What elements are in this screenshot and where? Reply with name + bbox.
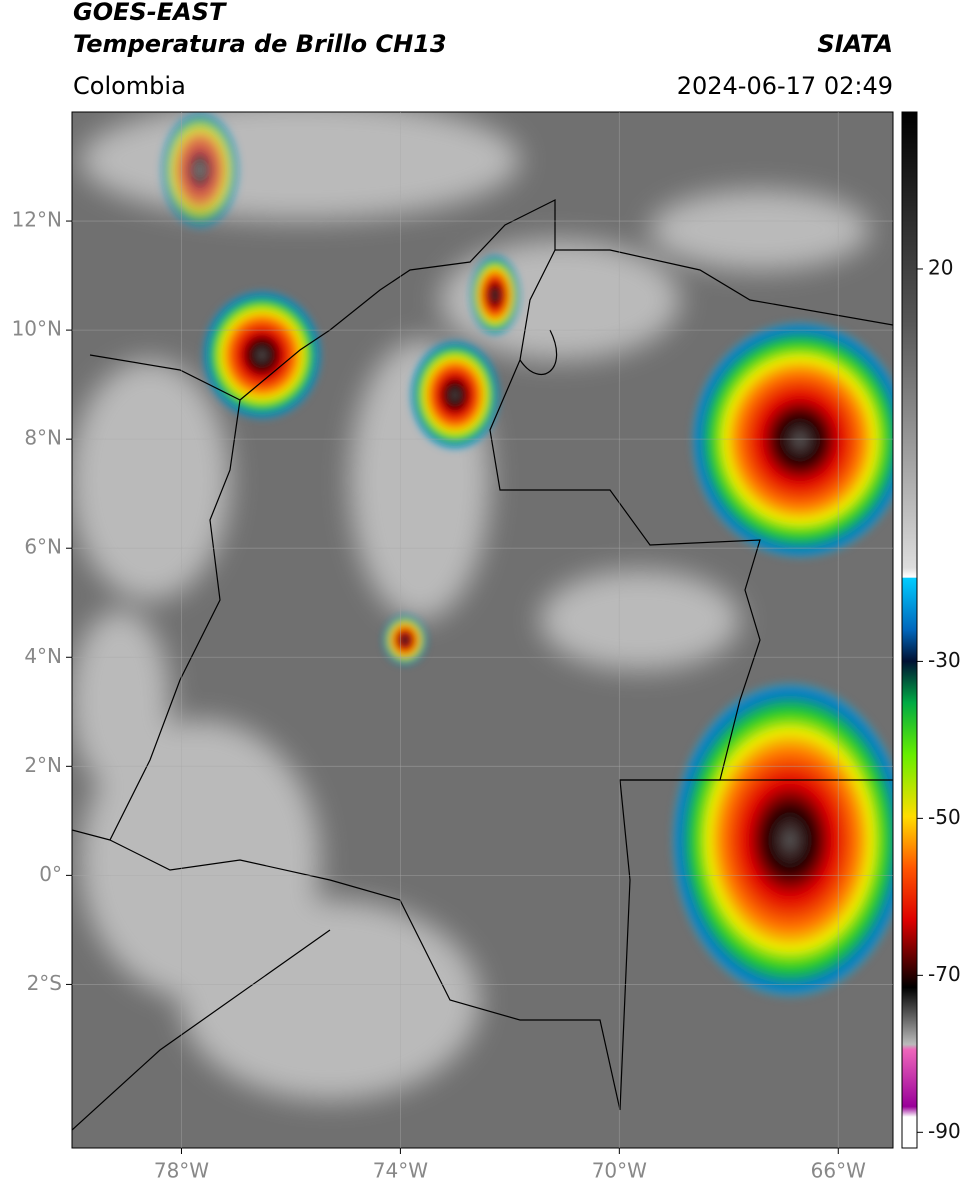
- x-tick-label: 66°W: [811, 1159, 866, 1183]
- colorbar-label: -70: [928, 962, 961, 986]
- y-tick-label: 0°: [39, 862, 62, 886]
- timestamp: 2024-06-17 02:49: [677, 72, 893, 100]
- colorbar-label: -90: [928, 1119, 961, 1143]
- y-tick-label: 10°N: [12, 317, 62, 341]
- title: GOES-EAST: [73, 0, 227, 26]
- map-frame: [71, 111, 894, 1149]
- colorbar-label: -30: [928, 648, 961, 672]
- x-tick-label: 70°W: [592, 1159, 647, 1183]
- y-tick-label: 12°N: [12, 208, 62, 232]
- subtitle: Temperatura de Brillo CH13: [73, 30, 447, 58]
- source: SIATA: [817, 30, 893, 58]
- x-tick-label: 74°W: [373, 1159, 428, 1183]
- colorbar-label: 20: [928, 255, 953, 279]
- x-tick-label: 78°W: [154, 1159, 209, 1183]
- y-tick-label: 6°N: [24, 535, 62, 559]
- y-tick-label: 8°N: [24, 426, 62, 450]
- region: Colombia: [73, 72, 186, 100]
- y-tick-label: 2°N: [24, 753, 62, 777]
- colorbar-label: -50: [928, 805, 961, 829]
- y-tick-label: 2°S: [27, 971, 62, 995]
- satellite-image: [72, 112, 893, 1148]
- y-tick-label: 4°N: [24, 644, 62, 668]
- colorbar: [901, 111, 918, 1149]
